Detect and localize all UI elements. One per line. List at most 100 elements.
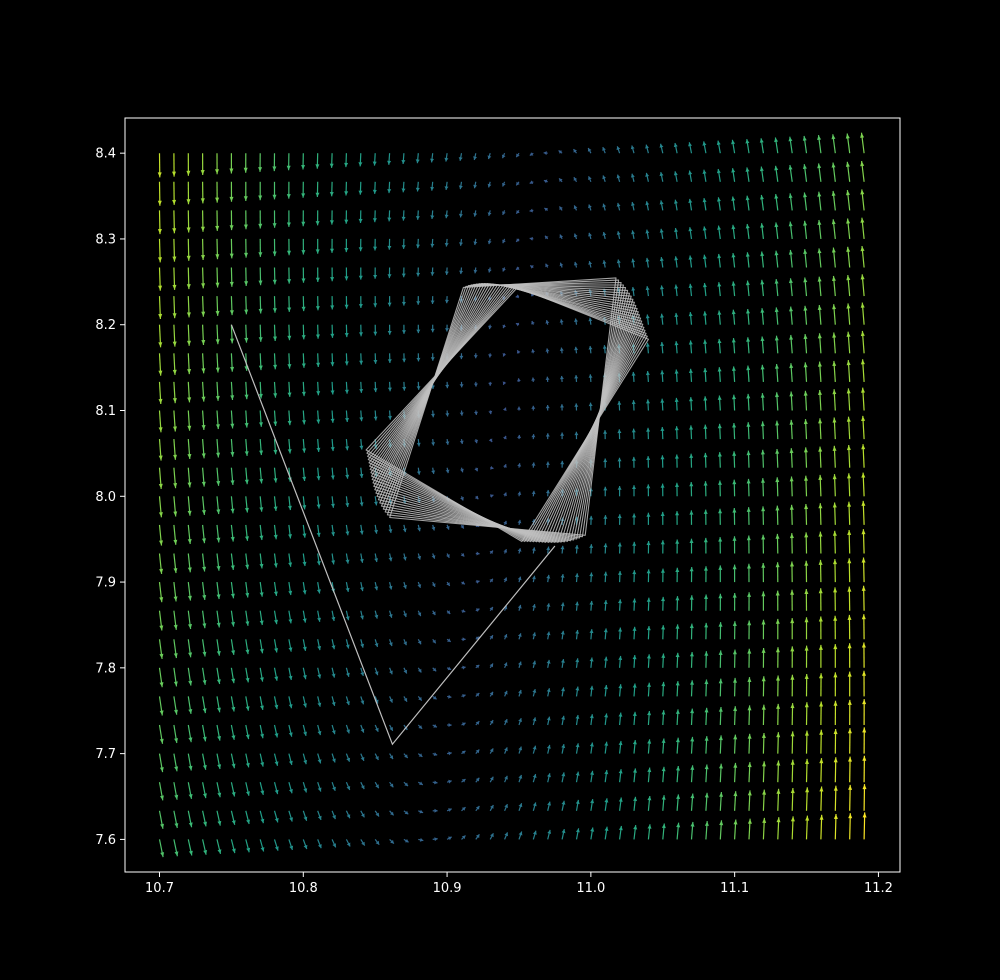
- vector-arrow: [631, 258, 636, 268]
- vector-arrow: [803, 390, 808, 411]
- vector-arrow: [415, 210, 420, 220]
- vector-arrow: [832, 417, 837, 440]
- vector-arrow: [417, 781, 424, 786]
- vector-arrow: [445, 439, 450, 445]
- vector-arrow: [331, 524, 335, 537]
- vector-arrow: [489, 833, 494, 840]
- vector-arrow: [273, 553, 278, 568]
- vector-arrow: [761, 619, 766, 640]
- vector-arrow: [661, 766, 666, 783]
- vector-arrow: [387, 353, 392, 364]
- vector-arrow: [389, 667, 393, 675]
- vector-arrow: [861, 387, 865, 411]
- vector-arrow: [489, 634, 494, 640]
- vector-arrow: [831, 162, 836, 182]
- vector-arrow: [360, 581, 364, 592]
- vector-arrow: [288, 696, 293, 709]
- vector-arrow: [475, 805, 480, 812]
- vector-arrow: [430, 181, 435, 191]
- vector-arrow: [546, 716, 551, 726]
- vector-arrow: [633, 825, 638, 840]
- vector-arrow: [344, 296, 349, 309]
- vector-arrow: [401, 181, 406, 193]
- vector-arrow: [718, 678, 723, 697]
- vector-arrow: [187, 524, 192, 545]
- vector-arrow: [603, 656, 608, 668]
- vector-arrow: [543, 179, 548, 184]
- vector-arrow: [703, 537, 708, 554]
- limit-cycle-loop: [367, 285, 646, 543]
- vector-arrow: [216, 610, 221, 628]
- vector-arrow: [186, 210, 191, 233]
- vector-arrow: [831, 134, 836, 154]
- vector-arrow: [731, 139, 736, 154]
- vector-arrow: [432, 724, 438, 728]
- vector-arrow: [817, 219, 822, 239]
- vector-arrow: [373, 238, 377, 251]
- vector-arrow: [288, 639, 293, 652]
- vector-arrow: [301, 210, 306, 227]
- vector-arrow: [315, 267, 320, 283]
- x-tick-label: 10.7: [145, 881, 174, 896]
- vector-arrow: [589, 515, 594, 525]
- vector-arrow: [860, 359, 865, 382]
- vector-arrow: [302, 839, 308, 850]
- vector-arrow: [803, 192, 808, 211]
- vector-arrow: [545, 461, 550, 468]
- vector-arrow: [330, 324, 335, 338]
- vector-arrow: [330, 410, 335, 423]
- vector-arrow: [733, 734, 738, 754]
- vector-arrow: [360, 667, 365, 677]
- vector-arrow: [258, 324, 263, 342]
- vector-arrow: [774, 363, 779, 382]
- vector-arrow: [301, 381, 306, 397]
- vector-arrow: [518, 661, 522, 668]
- vector-arrow: [201, 439, 206, 459]
- vector-arrow: [259, 782, 265, 796]
- y-tick-label: 7.7: [95, 747, 116, 762]
- vector-arrow: [173, 439, 177, 460]
- vector-arrow: [704, 764, 709, 783]
- vector-arrow: [345, 439, 350, 451]
- vector-arrow: [502, 324, 507, 329]
- vector-arrow: [446, 610, 451, 615]
- vector-arrow: [647, 824, 652, 840]
- vector-arrow: [674, 199, 678, 211]
- vector-arrow: [418, 809, 424, 814]
- vector-arrow: [430, 267, 435, 276]
- vector-arrow: [488, 410, 493, 415]
- vector-arrow: [561, 743, 566, 754]
- vector-arrow: [547, 773, 551, 783]
- vector-arrow: [690, 708, 695, 726]
- vector-arrow: [790, 703, 795, 726]
- vector-arrow: [847, 473, 851, 497]
- vector-arrow: [603, 571, 608, 583]
- vector-arrow: [846, 275, 851, 297]
- vector-arrow: [316, 353, 321, 368]
- vector-arrow: [588, 317, 593, 325]
- vector-arrow: [515, 181, 520, 186]
- vector-arrow: [272, 238, 277, 257]
- vector-arrow: [516, 349, 521, 354]
- vector-arrow: [862, 784, 867, 811]
- vector-arrow: [489, 578, 494, 583]
- vector-arrow: [446, 666, 452, 671]
- vector-arrow: [774, 250, 779, 268]
- vector-arrow: [187, 839, 193, 856]
- vector-arrow: [703, 424, 708, 440]
- vector-arrow: [546, 688, 551, 697]
- vector-arrow: [474, 410, 478, 415]
- vector-arrow: [617, 429, 622, 440]
- vector-arrow: [818, 446, 823, 468]
- vector-arrow: [403, 838, 409, 843]
- vector-arrow: [259, 639, 264, 654]
- vector-arrow: [558, 178, 563, 183]
- y-tick-label: 7.9: [95, 576, 116, 591]
- vector-arrow: [575, 686, 580, 697]
- vector-arrow: [633, 796, 638, 811]
- vector-arrow: [430, 353, 435, 361]
- vector-arrow: [315, 153, 320, 169]
- vector-arrow: [229, 153, 234, 174]
- axes-frame: [124, 117, 901, 873]
- vector-arrow: [848, 813, 853, 840]
